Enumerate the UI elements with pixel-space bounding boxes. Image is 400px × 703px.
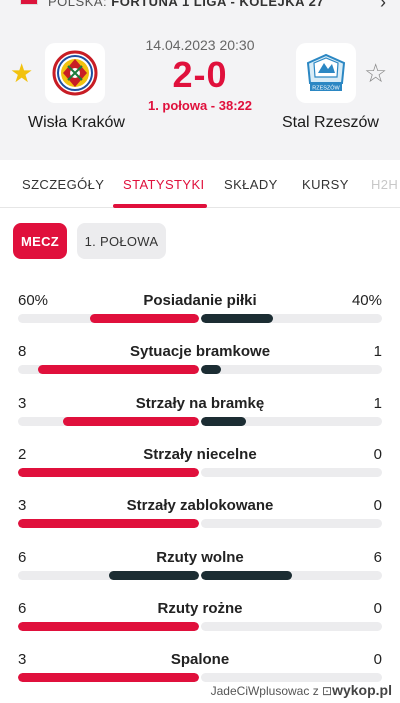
stat-home-track: [18, 519, 199, 528]
stat-away-value: 6: [373, 549, 382, 566]
stat-row: 6 Rzuty wolne 6: [0, 549, 400, 589]
watermark-suffix: z: [312, 684, 319, 698]
match-datetime: 14.04.2023 20:30: [145, 37, 255, 53]
watermark-user: JadeCiWplusowac: [210, 684, 310, 698]
stat-home-bar: [18, 519, 199, 528]
chevron-right-icon[interactable]: ›: [380, 0, 386, 12]
stat-row: 6 Rzuty rożne 0: [0, 600, 400, 640]
tab-odds[interactable]: KURSY: [302, 177, 349, 192]
watermark: JadeCiWplusowac z ⊡wykop.pl: [211, 682, 392, 698]
watermark-site: wykop.pl: [332, 682, 392, 698]
match-status: 1. połowa - 38:22: [147, 98, 253, 113]
stat-row: 3 Spalone 0: [0, 651, 400, 691]
stat-row: 8 Sytuacje bramkowe 1: [0, 343, 400, 383]
stat-home-bar: [108, 571, 199, 580]
tab-h2h[interactable]: H2H: [371, 177, 399, 192]
stat-away-bar: [201, 314, 274, 323]
tab-lineups[interactable]: SKŁADY: [224, 177, 278, 192]
stat-away-bar: [201, 365, 222, 374]
league-country: POLSKA: [48, 0, 104, 9]
stat-home-bar: [18, 622, 199, 631]
stat-home-track: [18, 417, 199, 426]
stal-crest-icon: RZESZÓW: [306, 53, 346, 92]
stat-row: 2 Strzały niecelne 0: [0, 446, 400, 486]
stat-name: Strzały na bramkę: [135, 395, 265, 412]
stat-name: Rzuty rożne: [157, 600, 243, 617]
stat-name: Strzały niecelne: [143, 446, 257, 463]
stat-away-value: 1: [373, 343, 382, 360]
stat-home-value: 3: [18, 497, 27, 514]
stat-home-bar: [18, 673, 199, 682]
stat-away-track: [201, 417, 382, 426]
stat-home-value: 6: [18, 549, 27, 566]
stat-home-track: [18, 673, 199, 682]
league-name: FORTUNA 1 LIGA - KOLEJKA 27: [111, 0, 325, 9]
stat-home-bar: [38, 365, 199, 374]
stat-away-value: 0: [373, 446, 382, 463]
match-header: ★ 14.04.2023 20:30 2-0 1. połowa - 38:22…: [0, 14, 400, 160]
stat-name: Strzały zablokowane: [126, 497, 274, 514]
stat-away-value: 0: [373, 497, 382, 514]
stat-away-track: [201, 314, 382, 323]
stat-away-track: [201, 519, 382, 528]
away-team-name[interactable]: Stal Rzeszów: [282, 114, 379, 131]
stat-name: Rzuty wolne: [156, 549, 244, 566]
filter-first-half-button[interactable]: 1. POŁOWA: [77, 223, 166, 259]
stat-home-track: [18, 622, 199, 631]
stat-home-track: [18, 314, 199, 323]
stat-home-value: 3: [18, 395, 27, 412]
stat-away-track: [201, 365, 382, 374]
stat-away-value: 40%: [351, 292, 382, 309]
match-tabs: SZCZEGÓŁY STATYSTYKI SKŁADY KURSY H2H: [0, 160, 400, 208]
match-score: 2-0: [172, 54, 228, 95]
filter-match-button[interactable]: MECZ: [13, 223, 67, 259]
stat-home-value: 6: [18, 600, 27, 617]
stat-home-bar: [63, 417, 199, 426]
tab-details[interactable]: SZCZEGÓŁY: [22, 177, 105, 192]
wykop-logo-icon: ⊡: [322, 684, 333, 698]
stat-home-bar: [18, 468, 199, 477]
stat-home-track: [18, 571, 199, 580]
stat-row: 3 Strzały zablokowane 0: [0, 497, 400, 537]
stat-away-track: [201, 673, 382, 682]
active-tab-indicator: [113, 204, 207, 208]
stat-row: 3 Strzały na bramkę 1: [0, 395, 400, 435]
stat-home-value: 60%: [18, 292, 49, 309]
league-title: POLSKA: FORTUNA 1 LIGA - KOLEJKA 27: [48, 0, 324, 9]
stat-away-value: 0: [373, 651, 382, 668]
home-team-name[interactable]: Wisła Kraków: [28, 114, 125, 131]
stat-home-value: 3: [18, 651, 27, 668]
poland-flag-icon: [20, 0, 38, 5]
stat-name: Posiadanie piłki: [143, 292, 257, 309]
home-team-logo[interactable]: [45, 43, 105, 103]
stat-away-track: [201, 571, 382, 580]
stat-away-value: 1: [373, 395, 382, 412]
stat-home-track: [18, 365, 199, 374]
stat-home-value: 2: [18, 446, 27, 463]
league-header[interactable]: POLSKA: FORTUNA 1 LIGA - KOLEJKA 27 ›: [0, 0, 400, 14]
stat-name: Spalone: [170, 651, 230, 668]
wisla-crest-icon: [52, 50, 98, 96]
stat-home-track: [18, 468, 199, 477]
stat-name: Sytuacje bramkowe: [129, 343, 271, 360]
stat-away-track: [201, 622, 382, 631]
stat-home-bar: [90, 314, 199, 323]
stat-away-value: 0: [373, 600, 382, 617]
stat-away-bar: [201, 417, 247, 426]
stal-logo-text: RZESZÓW: [312, 85, 340, 92]
favorite-star-outline-icon[interactable]: ☆: [364, 58, 388, 88]
away-team-logo[interactable]: RZESZÓW: [296, 43, 356, 103]
tab-statistics[interactable]: STATYSTYKI: [123, 177, 205, 192]
stat-away-bar: [201, 571, 292, 580]
stat-away-track: [201, 468, 382, 477]
favorite-star-filled-icon[interactable]: ★: [10, 58, 34, 88]
stat-home-value: 8: [18, 343, 27, 360]
stat-row: 60% Posiadanie piłki 40%: [0, 292, 400, 332]
